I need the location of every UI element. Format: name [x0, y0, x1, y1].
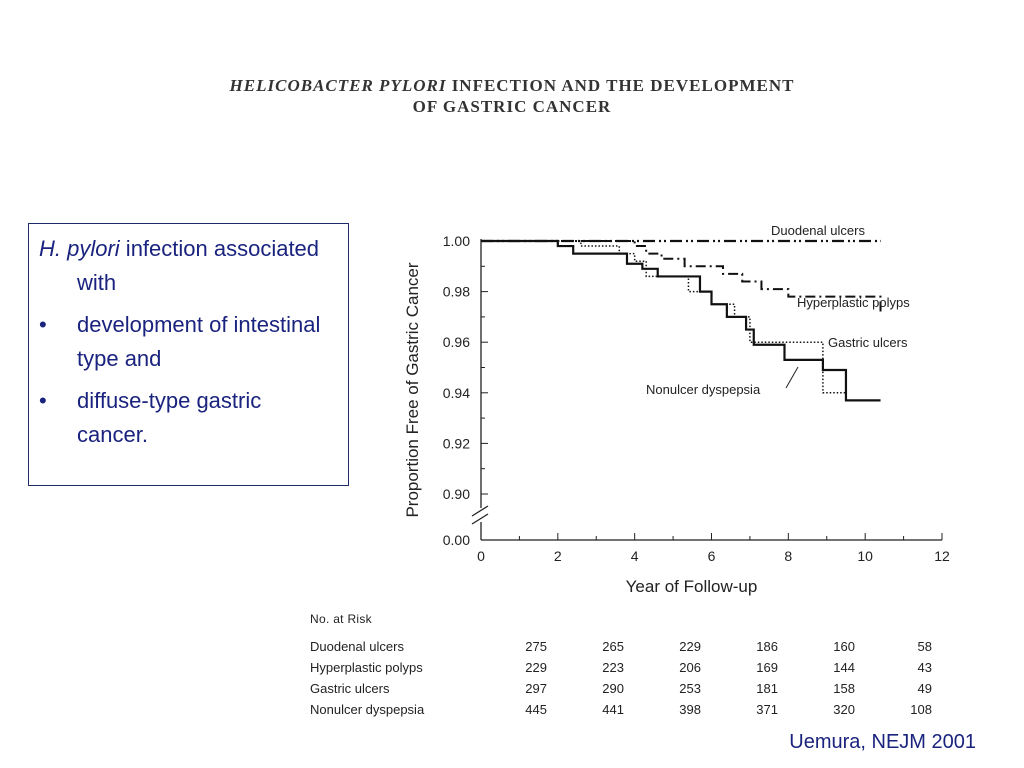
y-axis-label: Proportion Free of Gastric Cancer	[403, 262, 422, 517]
series-line-hyperplastic-polyps	[481, 240, 882, 315]
risk-table-grid: Duodenal ulcers 275 265 229 186 160 58 Hyperpla…	[310, 636, 932, 720]
risk-row-value: 206	[679, 660, 701, 675]
x-tick-label: 4	[631, 548, 639, 564]
x-tick-label: 8	[784, 548, 792, 564]
risk-row-label: Gastric ulcers	[310, 681, 390, 696]
risk-row-value: 186	[756, 639, 778, 654]
risk-row-value: 108	[910, 702, 932, 717]
risk-table-row: Duodenal ulcers 275 265 229 186 160 58	[310, 636, 932, 657]
y-tick-label: 1.00	[443, 233, 470, 249]
risk-row-value: 253	[679, 681, 701, 696]
slide-title-line-2: OF GASTRIC CANCER	[412, 97, 612, 116]
risk-table-row: Gastric ulcers 297 290 253 181 158 49	[310, 678, 932, 699]
summary-bullet: • diffuse-type gastric cancer.	[39, 384, 338, 452]
risk-table-header: No. at Risk	[310, 612, 372, 626]
risk-row-label: Nonulcer dyspepsia	[310, 702, 425, 717]
x-tick-label: 2	[554, 548, 562, 564]
risk-row-value: 445	[525, 702, 547, 717]
series-line-gastric-ulcers	[481, 240, 881, 402]
series-annotation: Gastric ulcers	[828, 335, 908, 350]
risk-row-value: 43	[917, 660, 932, 675]
chart-labels: 0 2 4 6 8 10 12 1.00 0.98 0.96 0.94 0.92 0.90 0.00 Yea…	[403, 223, 950, 596]
x-tick-label: 6	[708, 548, 716, 564]
risk-row-value: 160	[833, 639, 855, 654]
x-tick-label: 10	[857, 548, 873, 564]
risk-table: No. at Risk Duodenal ulcers 275 265 229 186 1…	[310, 612, 932, 720]
risk-table-row: Hyperplastic polyps 229 223 206 169 144 43	[310, 657, 932, 678]
risk-row-label: Duodenal ulcers	[310, 639, 404, 654]
y-tick-label: 0.90	[443, 486, 470, 502]
summary-bullet: • development of intestinal type and	[39, 308, 338, 376]
x-tick-label: 0	[477, 548, 485, 564]
risk-row-value: 158	[833, 681, 855, 696]
slide-title-line-1: HELICOBACTER PYLORI INFECTION AND THE DE…	[0, 75, 1024, 97]
risk-row-value: 398	[679, 702, 701, 717]
y-tick-label: 0.98	[443, 284, 470, 300]
risk-row-value: 441	[602, 702, 624, 717]
x-axis-label: Year of Follow-up	[626, 577, 758, 596]
axis-break-mark	[471, 505, 489, 517]
summary-textbox: H. pylori infection associated with • dev…	[28, 223, 349, 486]
axis-break-mark	[471, 513, 489, 525]
risk-row-value: 371	[756, 702, 778, 717]
summary-lead-rest: infection associated with	[77, 236, 320, 295]
risk-row-value: 297	[525, 681, 547, 696]
risk-row-value: 58	[917, 639, 932, 654]
y-tick-label: 0.94	[443, 385, 470, 401]
risk-row-value: 181	[756, 681, 778, 696]
risk-row-value: 169	[756, 660, 778, 675]
risk-row-value: 144	[833, 660, 855, 675]
risk-table-row: Nonulcer dyspepsia 445 441 398 371 320 108	[310, 699, 932, 720]
series-line-nonulcer-dyspepsia	[481, 239, 881, 402]
y-tick-label-zero: 0.00	[443, 532, 470, 548]
bullet-text: development of intestinal type and	[77, 312, 321, 371]
series-annotation: Duodenal ulcers	[771, 223, 865, 238]
title-italic-part: HELICOBACTER PYLORI	[229, 76, 447, 95]
title-rest-part: INFECTION AND THE DEVELOPMENT	[446, 76, 795, 95]
summary-lead: H. pylori infection associated with	[39, 232, 338, 300]
bullet-dot: •	[39, 312, 47, 337]
annotation-leader-line	[785, 366, 799, 389]
risk-row-value: 223	[602, 660, 624, 675]
risk-row-label: Hyperplastic polyps	[310, 660, 423, 675]
risk-row-value: 275	[525, 639, 547, 654]
risk-row-value: 290	[602, 681, 624, 696]
series-annotation: Hyperplastic polyps	[797, 295, 910, 310]
bullet-text: diffuse-type gastric cancer.	[77, 388, 262, 447]
risk-row-value: 229	[679, 639, 701, 654]
y-tick-label: 0.96	[443, 334, 470, 350]
citation: Uemura, NEJM 2001	[789, 731, 976, 753]
risk-row-value: 229	[525, 660, 547, 675]
kaplan-meier-chart: 0 2 4 6 8 10 12 1.00 0.98 0.96 0.94 0.92 0.90 0.00 Yea…	[403, 223, 950, 596]
summary-lead-italic: H. pylori	[39, 236, 120, 261]
risk-row-value: 49	[917, 681, 932, 696]
bullet-dot: •	[39, 388, 47, 413]
series-annotation: Nonulcer dyspepsia	[646, 382, 761, 397]
x-tick-label: 12	[934, 548, 950, 564]
risk-row-value: 320	[833, 702, 855, 717]
risk-row-value: 265	[602, 639, 624, 654]
chart-series	[481, 239, 882, 402]
y-tick-label: 0.92	[443, 435, 470, 451]
